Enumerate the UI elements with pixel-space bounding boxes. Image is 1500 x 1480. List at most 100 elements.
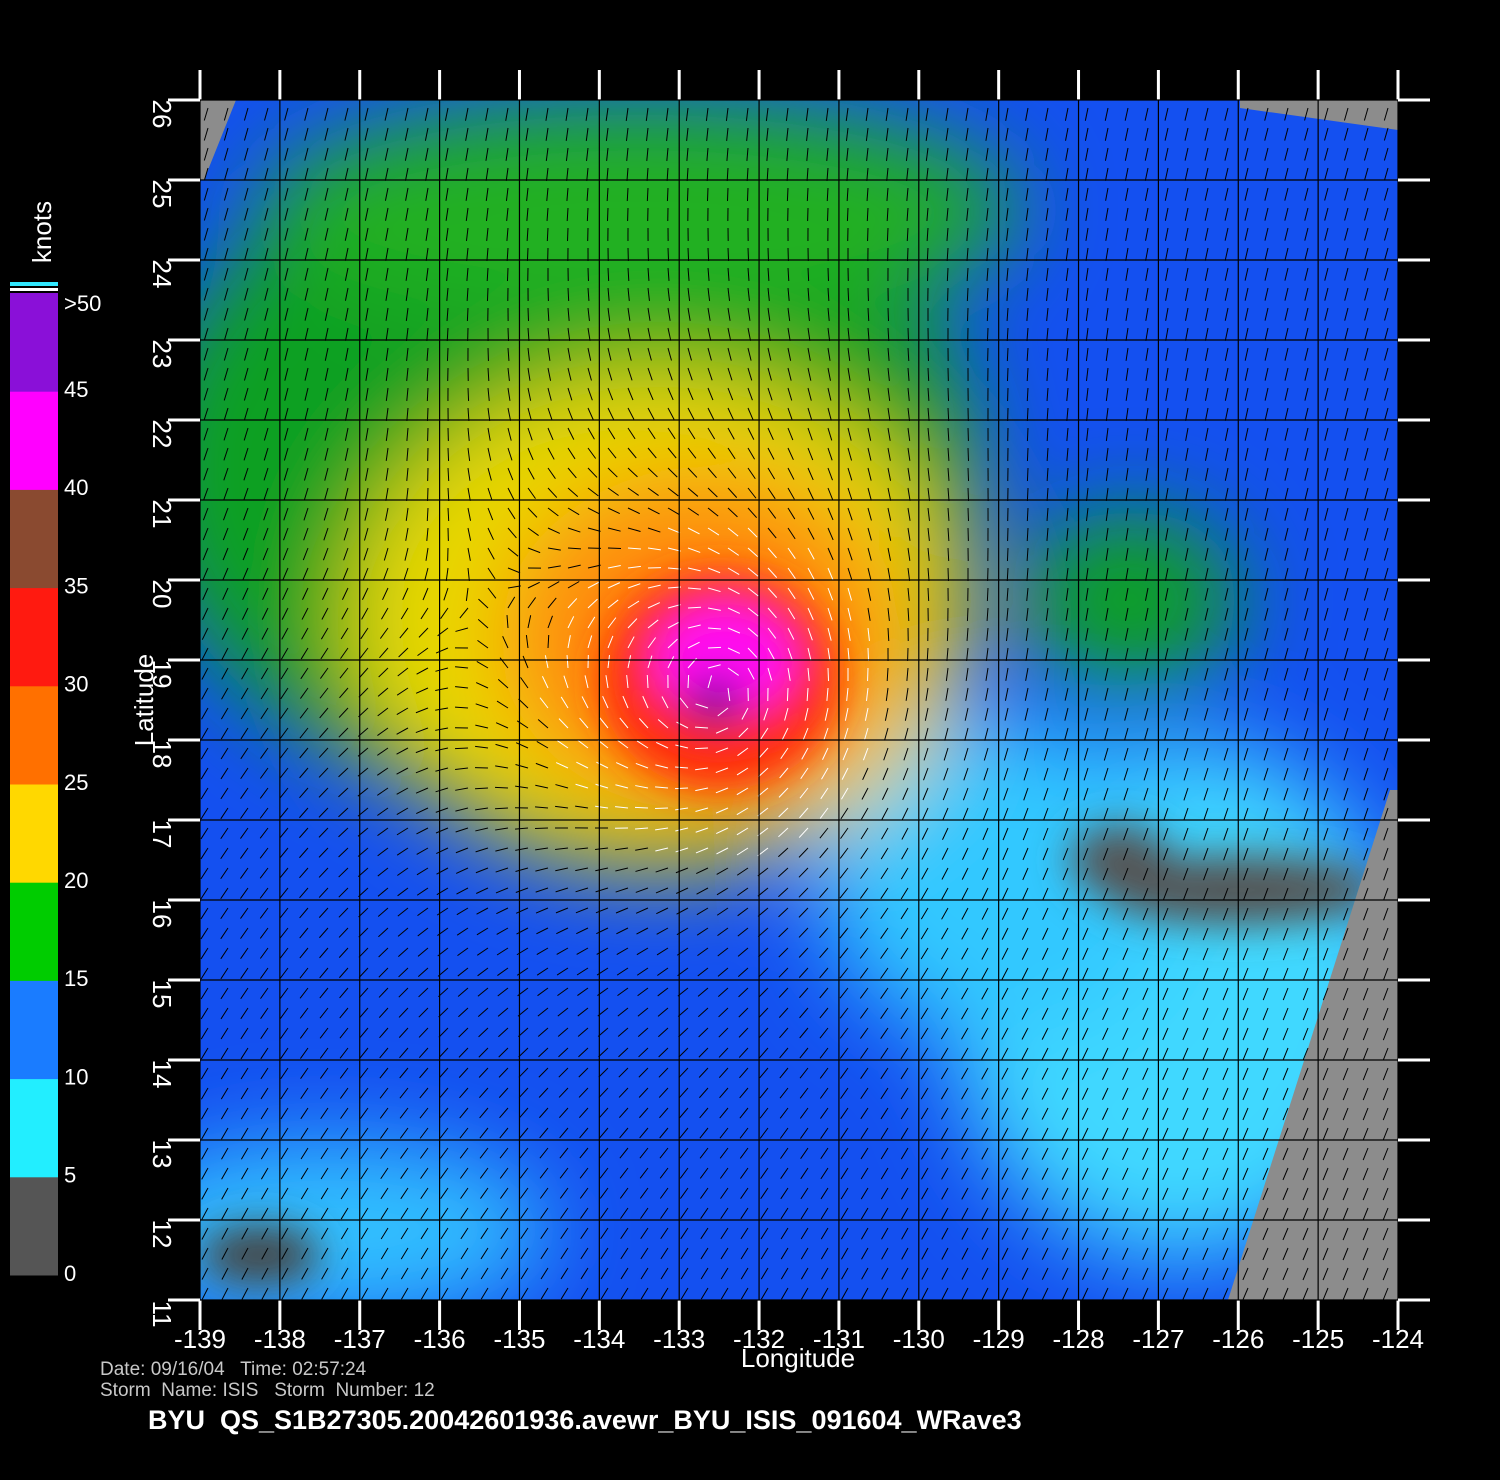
wind-vector	[985, 647, 989, 661]
wind-vector	[986, 587, 989, 602]
wind-vector	[1065, 247, 1069, 261]
wind-vector	[800, 1187, 809, 1200]
wind-vector	[377, 787, 389, 796]
wind-vector	[1264, 247, 1269, 261]
wind-vector	[800, 1167, 809, 1180]
wind-vector	[1302, 1027, 1309, 1041]
wind-vector	[341, 1287, 349, 1300]
wind-vector	[545, 147, 549, 161]
wind-vector	[364, 507, 369, 521]
wind-vector	[880, 887, 889, 900]
wind-vector	[405, 507, 409, 521]
wind-vector	[1383, 907, 1389, 921]
wind-vector	[1026, 587, 1029, 601]
wind-vector	[1163, 787, 1169, 801]
wind-vector	[778, 887, 789, 898]
wind-vector	[1026, 327, 1029, 341]
wind-vector	[639, 1107, 649, 1119]
wind-vector	[627, 407, 635, 420]
wind-vector	[687, 487, 699, 497]
wind-vector	[220, 707, 229, 720]
wind-vector	[475, 827, 489, 832]
wind-vector	[396, 787, 409, 795]
wind-vector	[737, 967, 749, 978]
wind-vector	[686, 167, 689, 182]
wind-vector	[1343, 627, 1349, 641]
wind-vector	[941, 867, 949, 880]
wind-vector	[1045, 647, 1049, 661]
wind-vector	[767, 307, 771, 321]
wind-vector	[405, 267, 409, 281]
wind-vector	[660, 1227, 669, 1240]
wind-vector	[1144, 627, 1149, 641]
wind-vector	[324, 287, 329, 301]
wind-vector	[578, 1067, 589, 1078]
wind-vector	[981, 947, 989, 960]
wind-vector	[747, 327, 752, 341]
wind-vector	[674, 787, 689, 790]
wind-vector	[620, 1267, 629, 1280]
wind-vector	[1203, 747, 1209, 761]
wind-vector	[727, 507, 738, 518]
wind-vector	[866, 187, 869, 202]
wind-vector	[1282, 1267, 1289, 1281]
wind-vector	[707, 367, 713, 381]
wind-vector	[1303, 647, 1309, 661]
wind-vector	[319, 1007, 329, 1019]
wind-vector	[1264, 387, 1269, 401]
wind-vector	[767, 347, 772, 361]
wind-vector	[465, 107, 469, 121]
wind-vector	[707, 507, 719, 517]
colorbar-tick-label: 15	[64, 966, 88, 991]
wind-vector	[736, 787, 749, 796]
wind-vector	[901, 847, 909, 860]
wind-vector	[799, 1047, 809, 1059]
wind-vector	[1204, 487, 1209, 501]
wind-vector	[1101, 1127, 1109, 1140]
wind-vector	[660, 1247, 669, 1260]
wind-vector	[557, 1027, 569, 1037]
wind-vector	[475, 847, 489, 853]
wind-vector	[319, 1067, 329, 1079]
wind-vector	[1001, 1167, 1009, 1180]
wind-vector	[1383, 547, 1389, 561]
wind-vector	[1263, 887, 1269, 901]
wind-vector	[284, 327, 289, 341]
wind-vector	[1382, 1007, 1389, 1021]
wind-vector	[883, 747, 889, 761]
wind-vector	[323, 527, 329, 541]
wind-vector	[479, 1127, 489, 1139]
wind-vector	[300, 647, 309, 660]
wind-vector	[498, 1067, 509, 1078]
wind-vector	[1323, 847, 1329, 861]
wind-vector	[635, 887, 649, 893]
wind-vector	[900, 887, 909, 900]
wind-vector	[636, 947, 649, 956]
wind-vector	[221, 687, 229, 700]
wind-vector	[881, 787, 889, 800]
wind-vector	[676, 907, 689, 915]
wind-vector	[667, 604, 681, 609]
wind-vector	[221, 1167, 229, 1180]
wind-vector	[1062, 847, 1069, 861]
wind-vector	[786, 687, 789, 702]
wind-vector	[319, 1027, 329, 1039]
wind-vector	[401, 1287, 409, 1300]
wind-vector	[1262, 1127, 1269, 1141]
wind-vector	[1081, 1247, 1089, 1260]
wind-vector	[942, 807, 949, 821]
wind-vector	[457, 967, 469, 977]
wind-vector	[1021, 1187, 1029, 1200]
wind-vector	[981, 1107, 989, 1120]
wind-vector	[941, 1127, 949, 1140]
wind-vector	[697, 987, 709, 997]
wind-vector	[244, 267, 249, 281]
wind-vector	[747, 347, 752, 361]
wind-vector	[284, 407, 289, 421]
wind-vector	[1302, 1107, 1309, 1121]
wind-vector	[1384, 487, 1389, 501]
wind-vector	[766, 167, 769, 182]
wind-vector	[867, 607, 871, 621]
wind-vector	[519, 1127, 529, 1139]
wind-vector	[880, 1007, 889, 1019]
